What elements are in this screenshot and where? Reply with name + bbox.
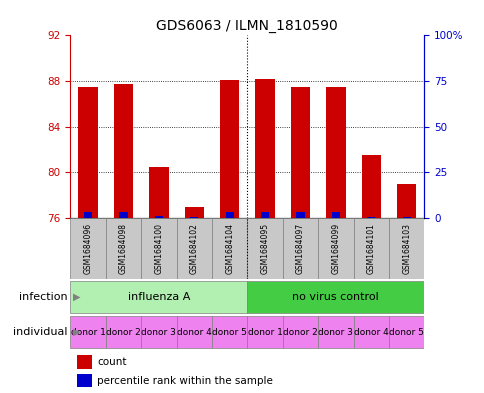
Text: donor 5: donor 5: [212, 328, 246, 336]
Text: count: count: [97, 357, 126, 367]
Text: infection: infection: [19, 292, 68, 302]
Text: donor 1: donor 1: [71, 328, 105, 336]
Bar: [70, 218, 106, 279]
Bar: [70, 316, 106, 348]
Bar: [225, 212, 233, 218]
Text: GSM1684099: GSM1684099: [331, 223, 340, 274]
Bar: [282, 218, 318, 279]
Bar: [402, 217, 410, 218]
Text: GSM1684102: GSM1684102: [189, 223, 198, 274]
Bar: [260, 212, 269, 218]
Title: GDS6063 / ILMN_1810590: GDS6063 / ILMN_1810590: [156, 19, 337, 33]
Bar: [106, 316, 141, 348]
Bar: [290, 87, 310, 218]
Bar: [190, 217, 198, 218]
Bar: [366, 217, 375, 218]
Bar: [212, 316, 247, 348]
Bar: [388, 316, 424, 348]
Text: percentile rank within the sample: percentile rank within the sample: [97, 376, 272, 386]
Text: influenza A: influenza A: [127, 292, 190, 302]
Bar: [141, 218, 176, 279]
Bar: [255, 79, 274, 218]
Bar: [84, 212, 92, 218]
Bar: [247, 316, 282, 348]
Text: GSM1684104: GSM1684104: [225, 223, 234, 274]
Bar: [353, 316, 388, 348]
Bar: [176, 316, 212, 348]
Text: ▶: ▶: [73, 327, 80, 337]
Bar: [106, 218, 141, 279]
Text: GSM1684095: GSM1684095: [260, 223, 269, 274]
Bar: [77, 374, 91, 387]
Text: GSM1684101: GSM1684101: [366, 223, 375, 274]
Text: donor 3: donor 3: [141, 328, 176, 336]
Bar: [141, 316, 176, 348]
Bar: [325, 87, 345, 218]
Bar: [184, 207, 204, 218]
Bar: [212, 218, 247, 279]
Bar: [113, 84, 133, 218]
Bar: [78, 87, 98, 218]
Bar: [219, 81, 239, 218]
Text: donor 2: donor 2: [106, 328, 140, 336]
Bar: [388, 218, 424, 279]
Text: donor 4: donor 4: [353, 328, 388, 336]
Text: no virus control: no virus control: [292, 292, 378, 302]
Text: GSM1684097: GSM1684097: [295, 223, 304, 274]
Text: GSM1684100: GSM1684100: [154, 223, 163, 274]
Text: GSM1684103: GSM1684103: [401, 223, 410, 274]
Text: donor 2: donor 2: [283, 328, 317, 336]
Bar: [149, 167, 168, 218]
Bar: [318, 316, 353, 348]
Text: ▶: ▶: [73, 292, 80, 302]
Bar: [119, 212, 127, 218]
Bar: [396, 184, 416, 218]
Text: donor 5: donor 5: [389, 328, 423, 336]
Text: GSM1684098: GSM1684098: [119, 223, 128, 274]
Bar: [154, 216, 163, 218]
Bar: [247, 281, 424, 313]
Bar: [70, 281, 247, 313]
Bar: [282, 316, 318, 348]
Bar: [296, 212, 304, 218]
Text: donor 3: donor 3: [318, 328, 352, 336]
Bar: [318, 218, 353, 279]
Text: donor 1: donor 1: [247, 328, 282, 336]
Bar: [77, 355, 91, 369]
Text: GSM1684096: GSM1684096: [83, 223, 92, 274]
Bar: [353, 218, 388, 279]
Bar: [247, 218, 282, 279]
Text: individual: individual: [14, 327, 68, 337]
Text: donor 4: donor 4: [177, 328, 211, 336]
Bar: [331, 212, 339, 218]
Bar: [361, 155, 380, 218]
Bar: [176, 218, 212, 279]
